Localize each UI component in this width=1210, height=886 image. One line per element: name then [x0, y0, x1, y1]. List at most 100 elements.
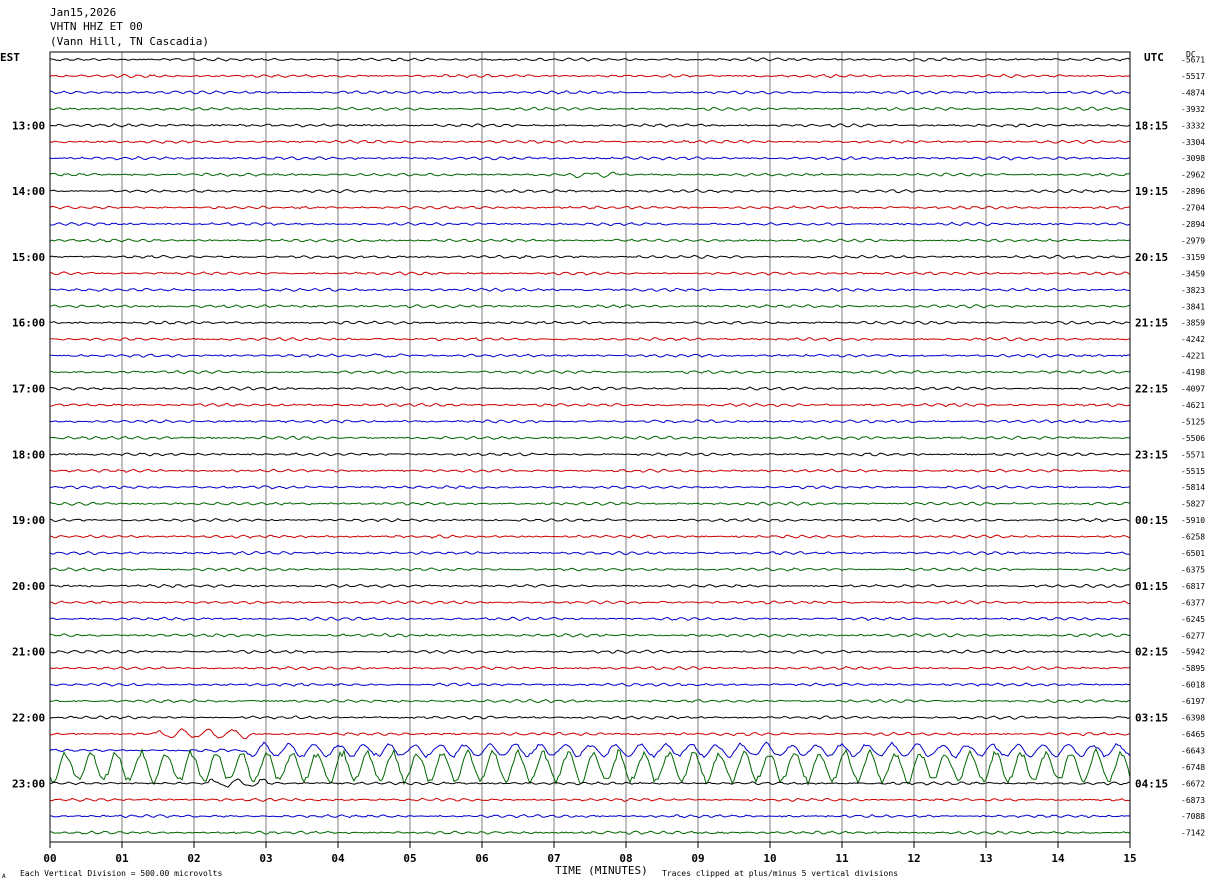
trace-line [49, 353, 1131, 358]
dc-offset-label: -5571 [1181, 450, 1205, 459]
trace-line [49, 205, 1131, 210]
trace-line [49, 73, 1131, 79]
trace-line [49, 633, 1131, 638]
x-tick-label: 00 [43, 852, 56, 865]
est-hour-label: 17:00 [12, 383, 45, 396]
trace-line [49, 649, 1131, 654]
clip-note: Traces clipped at plus/minus 5 vertical … [662, 869, 898, 878]
x-tick-label: 05 [403, 852, 416, 865]
dc-offset-label: -3859 [1181, 319, 1205, 328]
utc-hour-label: 19:15 [1135, 185, 1168, 198]
dc-offset-label: -6501 [1181, 549, 1205, 558]
dc-offset-label: -5506 [1181, 434, 1205, 443]
dc-offset-label: -6258 [1181, 533, 1205, 542]
dc-offset-label: -6375 [1181, 565, 1205, 574]
trace-line [49, 452, 1131, 457]
est-hour-label: 16:00 [12, 317, 45, 330]
trace-line [50, 435, 1131, 441]
x-tick-label: 02 [187, 852, 200, 865]
plot-frame [49, 51, 1131, 843]
dc-offset-label: -6672 [1181, 779, 1205, 788]
x-tick-label: 08 [619, 852, 632, 865]
time-grid [121, 52, 1059, 842]
trace-line [49, 254, 1131, 260]
dc-offset-label: -4198 [1181, 368, 1205, 377]
trace-line [49, 369, 1131, 375]
trace-line [49, 402, 1131, 408]
est-hour-labels: 13:00 14:00 15:00 16:00 17:00 18:00 19:00 20:00… [12, 119, 45, 790]
trace-line [49, 238, 1131, 243]
trace-line [49, 139, 1131, 144]
trace-line [49, 534, 1131, 539]
utc-hour-label: 01:15 [1135, 580, 1168, 593]
dc-offset-label: -2979 [1181, 236, 1205, 245]
dc-offset-label: -3841 [1181, 302, 1205, 311]
dc-offset-label: -6873 [1181, 796, 1205, 805]
trace-line [49, 517, 1131, 523]
utc-hour-label: 02:15 [1135, 646, 1168, 659]
dc-offset-label: -5125 [1181, 417, 1205, 426]
dc-offset-label: -3304 [1181, 138, 1205, 147]
trace-line [49, 287, 1131, 292]
dc-offset-label: -6817 [1181, 582, 1205, 591]
x-tick-label: 13 [979, 852, 992, 865]
trace-line [49, 682, 1131, 687]
dc-offset-label: -3159 [1181, 253, 1205, 262]
dc-offset-labels: -5671 -5517 -4874 -3932 -3332 -3304 -3098 -2962… [1181, 56, 1205, 838]
dc-offset-label: -6465 [1181, 730, 1205, 739]
trace-line [49, 90, 1131, 95]
dc-offset-label: -5827 [1181, 500, 1205, 509]
dc-offset-label: -6245 [1181, 615, 1205, 624]
est-hour-label: 20:00 [12, 580, 45, 593]
dc-offset-label: -7142 [1181, 829, 1205, 838]
x-tick-label: 01 [115, 852, 129, 865]
trace-line [49, 304, 1131, 309]
seismic-traces [49, 57, 1131, 835]
header-date: Jan15,2026 [50, 6, 116, 19]
trace-line [49, 156, 1131, 161]
header-location: (Vann Hill, TN Cascadia) [50, 35, 209, 48]
dc-offset-label: -5814 [1181, 483, 1205, 492]
scale-note: Each Vertical Division = 500.00 microvol… [20, 869, 222, 878]
est-hour-label: 19:00 [12, 514, 45, 527]
dc-offset-label: -5515 [1181, 467, 1205, 476]
x-tick-label: 03 [259, 852, 272, 865]
trace-line [49, 188, 1131, 194]
dc-offset-label: -2704 [1181, 204, 1205, 213]
dc-offset-label: -3823 [1181, 286, 1205, 295]
trace-line [49, 830, 1131, 835]
trace-line [49, 583, 1131, 589]
x-tick-label: 06 [475, 852, 489, 865]
trace-line [49, 123, 1131, 128]
x-tick-label: 11 [835, 852, 849, 865]
utc-hour-label: 18:15 [1135, 119, 1168, 132]
trace-line [49, 665, 1131, 671]
dc-offset-label: -4221 [1181, 352, 1205, 361]
trace-line [49, 698, 1131, 704]
trace-line [49, 778, 1131, 788]
dc-offset-label: -5517 [1181, 72, 1205, 81]
est-hour-label: 23:00 [12, 777, 45, 790]
trace-line [49, 728, 1131, 740]
trace-line [49, 797, 1131, 802]
dc-offset-label: -6377 [1181, 598, 1205, 607]
trace-line [49, 715, 1131, 720]
trace-line [49, 386, 1131, 391]
dc-offset-label: -6398 [1181, 714, 1205, 723]
trace-line [49, 741, 1131, 759]
dc-offset-label: -4097 [1181, 385, 1205, 394]
dc-offset-label: -6643 [1181, 746, 1205, 755]
x-tick-label: 14 [1051, 852, 1065, 865]
dc-offset-label: -3932 [1181, 105, 1205, 114]
dc-offset-label: -6277 [1181, 631, 1205, 640]
trace-line [49, 485, 1131, 490]
dc-offset-label: -4242 [1181, 335, 1205, 344]
dc-offset-label: -2962 [1181, 171, 1205, 180]
est-hour-label: 18:00 [12, 448, 45, 461]
trace-line [49, 468, 1131, 473]
trace-line [50, 320, 1131, 325]
x-tick-label: 04 [331, 852, 345, 865]
utc-hour-label: 03:15 [1135, 712, 1168, 725]
trace-line [49, 567, 1131, 572]
